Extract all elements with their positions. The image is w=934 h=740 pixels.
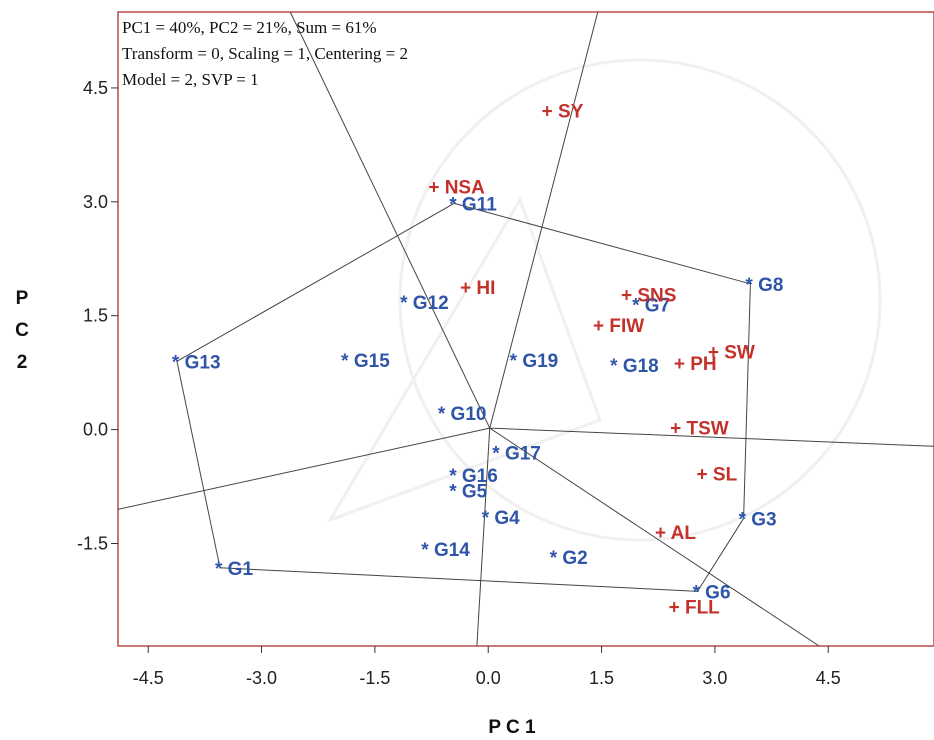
genotype-point: * G2 xyxy=(550,548,588,569)
x-tick-label: 3.0 xyxy=(702,668,727,688)
biplot-points: * G1* G2* G3* G4* G5* G6* G7* G8* G10* G… xyxy=(172,102,783,619)
genotype-point: * G10 xyxy=(438,404,487,425)
trait-vector-point: + PH xyxy=(674,354,717,375)
info-line-2: Transform = 0, Scaling = 1, Centering = … xyxy=(122,44,408,63)
genotype-point: * G13 xyxy=(172,352,221,373)
genotype-point: * G16 xyxy=(449,466,498,487)
trait-vector-point: + NSA xyxy=(428,178,485,199)
x-tick-label: 0.0 xyxy=(476,668,501,688)
genotype-point: * G12 xyxy=(400,293,449,314)
plot-frame xyxy=(117,11,934,647)
y-tick-label: 0.0 xyxy=(83,420,108,440)
sector-ray xyxy=(117,427,490,510)
info-line-1: PC1 = 40%, PC2 = 21%, Sum = 61% xyxy=(122,18,377,37)
sector-ray xyxy=(289,11,491,429)
x-tick-label: -3.0 xyxy=(246,668,277,688)
genotype-point: * G1 xyxy=(215,559,253,580)
biplot-lines xyxy=(117,11,934,647)
y-axis-label-char-1: P xyxy=(16,288,29,309)
y-axis-label: P C 2 xyxy=(15,288,29,373)
genotype-point: * G5 xyxy=(449,481,487,502)
trait-vector-point: + HI xyxy=(460,278,495,299)
convex-hull-polygon xyxy=(176,202,751,592)
y-tick-label: -1.5 xyxy=(77,533,108,553)
x-axis-label: P C 1 xyxy=(488,717,536,738)
trait-vector-point: + SL xyxy=(697,465,738,486)
sector-ray xyxy=(489,427,820,647)
trait-vector-point: + FIW xyxy=(593,316,644,337)
info-line-3: Model = 2, SVP = 1 xyxy=(122,70,259,89)
trait-vector-point: + FLL xyxy=(669,598,721,619)
x-tick-label: -1.5 xyxy=(359,668,390,688)
sector-ray xyxy=(489,427,934,447)
sector-ray xyxy=(489,11,599,429)
trait-vector-point: + SNS xyxy=(621,285,676,306)
genotype-point: * G15 xyxy=(341,351,390,372)
trait-vector-point: + SW xyxy=(708,342,755,363)
sector-ray xyxy=(476,428,491,647)
trait-vector-point: + SY xyxy=(542,102,584,123)
watermark xyxy=(326,58,882,542)
info-box: PC1 = 40%, PC2 = 21%, Sum = 61% Transfor… xyxy=(122,18,408,89)
genotype-point: * G3 xyxy=(739,509,777,530)
genotype-point: * G8 xyxy=(745,275,783,296)
genotype-point: * G19 xyxy=(510,351,559,372)
y-axis-label-char-3: 2 xyxy=(17,352,28,373)
genotype-point: * G17 xyxy=(492,443,541,464)
genotype-point: * G4 xyxy=(482,508,520,529)
trait-vector-point: + TSW xyxy=(670,418,729,439)
genotype-point: * G11 xyxy=(449,194,497,215)
trait-vector-point: + AL xyxy=(655,523,696,544)
y-tick-label: 1.5 xyxy=(83,306,108,326)
x-tick-label: -4.5 xyxy=(133,668,164,688)
y-axis-label-char-2: C xyxy=(15,320,29,341)
genotype-point: * G14 xyxy=(421,540,470,561)
x-tick-label: 1.5 xyxy=(589,668,614,688)
genotype-point: * G18 xyxy=(610,356,659,377)
genotype-point: * G7 xyxy=(632,295,670,316)
y-tick-label: 3.0 xyxy=(83,192,108,212)
genotype-point: * G6 xyxy=(693,582,731,603)
x-tick-label: 4.5 xyxy=(816,668,841,688)
y-tick-label: 4.5 xyxy=(83,78,108,98)
axis-ticks: -4.5 -3.0 -1.5 0.0 1.5 3.0 4.5 -1.5 0.0 1.5 3.0 4.5 xyxy=(77,78,841,688)
